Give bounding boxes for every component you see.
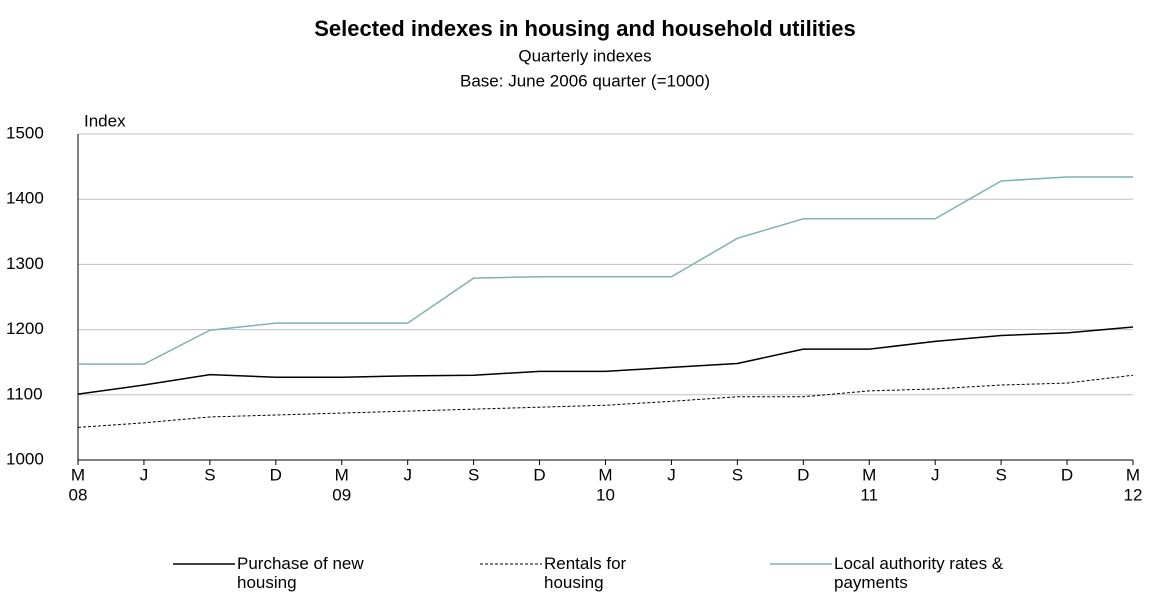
x-tick-label: D xyxy=(270,465,282,484)
x-tick-label: M xyxy=(1126,465,1140,484)
x-year-label: 08 xyxy=(69,485,88,504)
y-tick-label: 1000 xyxy=(6,449,44,468)
series-line xyxy=(77,326,1134,395)
x-tick-label: D xyxy=(1061,465,1073,484)
series-line xyxy=(78,176,1133,365)
chart-title: Selected indexes in housing and househol… xyxy=(314,16,856,41)
x-tick-label: M xyxy=(335,465,349,484)
x-tick-label: J xyxy=(140,465,149,484)
legend-label: Rentals for housing xyxy=(544,554,627,592)
legend-label: Purchase of new housing xyxy=(237,554,364,592)
chart-subtitle: Quarterly indexes xyxy=(518,46,651,65)
chart-note: Base: June 2006 quarter (=1000) xyxy=(460,71,710,90)
y-tick-label: 1200 xyxy=(6,319,44,338)
legend-label: Local authority rates & payments xyxy=(834,554,1004,592)
x-year-label: 11 xyxy=(860,485,878,504)
x-tick-label: M xyxy=(598,465,612,484)
x-tick-label: M xyxy=(71,465,85,484)
x-tick-label: J xyxy=(403,465,412,484)
x-tick-label: S xyxy=(204,465,215,484)
x-year-label: 09 xyxy=(332,485,351,504)
x-tick-label: J xyxy=(667,465,676,484)
y-axis-label: Index xyxy=(84,111,126,130)
x-tick-label: S xyxy=(732,465,743,484)
x-tick-label: S xyxy=(995,465,1006,484)
y-tick-label: 1500 xyxy=(6,123,44,142)
x-tick-label: M xyxy=(862,465,876,484)
x-year-label: 12 xyxy=(1124,485,1143,504)
y-tick-label: 1400 xyxy=(6,189,44,208)
x-tick-label: D xyxy=(797,465,809,484)
y-tick-label: 1100 xyxy=(6,384,43,403)
x-tick-label: J xyxy=(931,465,940,484)
y-tick-label: 1300 xyxy=(6,254,44,273)
x-tick-label: S xyxy=(468,465,479,484)
series-line xyxy=(77,374,1134,428)
x-tick-label: D xyxy=(533,465,545,484)
x-year-label: 10 xyxy=(596,485,615,504)
